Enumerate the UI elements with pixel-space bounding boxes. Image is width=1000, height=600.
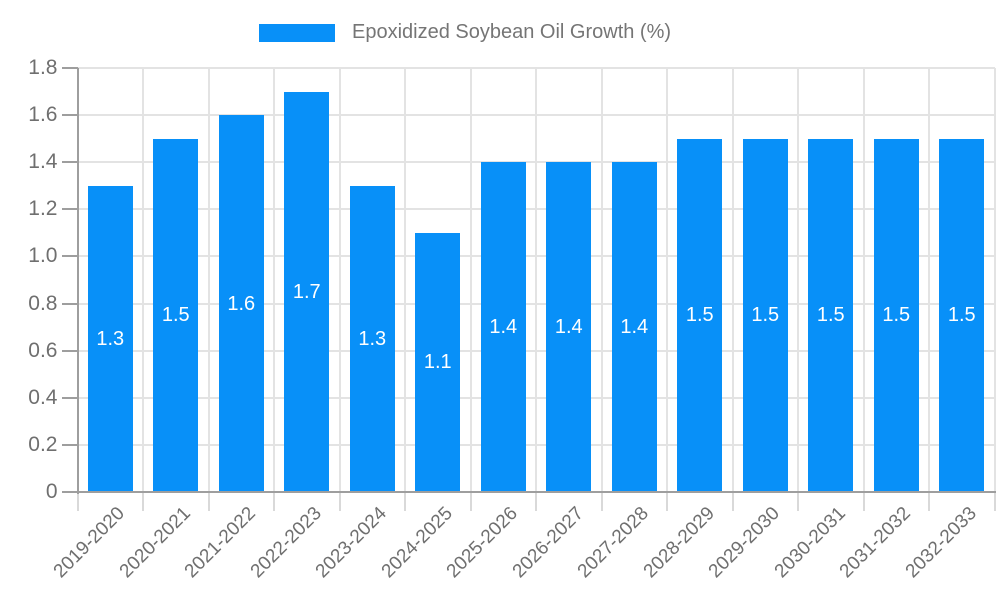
y-tick-label: 1.6 bbox=[28, 103, 58, 127]
bar-value-label: 1.3 bbox=[96, 327, 125, 350]
bar bbox=[873, 138, 919, 492]
y-axis-tick bbox=[61, 396, 78, 399]
x-gridline bbox=[797, 68, 799, 492]
bar-value-label: 1.5 bbox=[816, 304, 845, 327]
y-axis-tick bbox=[61, 161, 78, 164]
x-axis-tick bbox=[535, 493, 537, 511]
bar-value-label: 1.4 bbox=[620, 316, 649, 339]
y-axis-line bbox=[76, 68, 79, 494]
bar-value-label: 1.1 bbox=[423, 351, 452, 374]
x-axis-tick bbox=[207, 493, 210, 511]
y-axis-tick bbox=[61, 208, 78, 211]
bar bbox=[808, 138, 854, 492]
y-tick-label: 1.8 bbox=[28, 56, 58, 79]
x-gridline bbox=[993, 68, 996, 492]
x-axis-tick bbox=[469, 493, 472, 511]
y-tick-label: 0.2 bbox=[28, 432, 58, 456]
bar-value-label: 1.7 bbox=[292, 280, 321, 303]
legend-color-swatch bbox=[259, 24, 335, 42]
bar bbox=[939, 138, 985, 492]
y-tick-label: 1.4 bbox=[28, 150, 58, 174]
legend-label: Epoxidized Soybean Oil Growth (%) bbox=[352, 21, 672, 43]
x-axis-tick bbox=[731, 493, 734, 511]
x-gridline bbox=[862, 68, 865, 492]
x-axis-tick bbox=[76, 493, 79, 511]
y-axis-tick bbox=[61, 302, 78, 305]
x-gridline bbox=[338, 68, 341, 492]
bar-value-label: 1.5 bbox=[882, 304, 911, 327]
bar bbox=[480, 162, 526, 492]
bar bbox=[153, 138, 199, 492]
x-axis-tick bbox=[797, 493, 799, 511]
y-axis-tick bbox=[61, 255, 78, 258]
bar-value-label: 1.4 bbox=[554, 316, 583, 339]
bar bbox=[284, 91, 330, 492]
bar bbox=[349, 185, 395, 492]
y-tick-label: 0.6 bbox=[28, 338, 58, 362]
x-axis-tick bbox=[273, 493, 275, 511]
bar bbox=[742, 138, 788, 492]
bar bbox=[611, 162, 657, 492]
y-axis-tick bbox=[61, 443, 78, 446]
x-gridline bbox=[928, 68, 930, 492]
x-gridline bbox=[469, 68, 472, 492]
bar bbox=[677, 138, 723, 492]
x-axis-tick bbox=[928, 493, 930, 511]
x-gridline bbox=[600, 68, 603, 492]
x-gridline bbox=[273, 68, 275, 492]
x-gridline bbox=[404, 68, 406, 492]
x-axis-tick bbox=[993, 493, 996, 511]
y-tick-label: 0.4 bbox=[28, 385, 58, 409]
bar bbox=[415, 232, 461, 492]
legend: Epoxidized Soybean Oil Growth (%) bbox=[0, 18, 1000, 52]
y-tick-label: 1.0 bbox=[28, 244, 58, 268]
bar-value-label: 1.6 bbox=[227, 292, 256, 315]
bar bbox=[546, 162, 592, 492]
y-axis-tick bbox=[61, 349, 78, 352]
x-gridline bbox=[535, 68, 537, 492]
bar-value-label: 1.5 bbox=[685, 304, 714, 327]
bar bbox=[218, 115, 264, 492]
bar-value-label: 1.4 bbox=[489, 316, 518, 339]
bar bbox=[87, 185, 133, 492]
y-axis-tick bbox=[61, 114, 78, 117]
x-gridline bbox=[731, 68, 734, 492]
x-gridline bbox=[142, 68, 144, 492]
x-gridline bbox=[207, 68, 210, 492]
x-axis-line bbox=[76, 491, 996, 493]
bar-value-label: 1.5 bbox=[947, 304, 976, 327]
y-tick-label: 0 bbox=[45, 480, 58, 503]
bar-value-label: 1.5 bbox=[751, 304, 780, 327]
y-tick-label: 1.2 bbox=[28, 197, 58, 221]
x-axis-tick bbox=[142, 493, 144, 511]
x-axis-tick bbox=[338, 493, 341, 511]
bar-value-label: 1.5 bbox=[161, 304, 190, 327]
x-axis-tick bbox=[600, 493, 603, 511]
x-axis-tick bbox=[404, 493, 406, 511]
y-tick-label: 0.8 bbox=[28, 291, 58, 315]
y-axis-tick bbox=[61, 491, 78, 493]
x-axis-tick bbox=[862, 493, 865, 511]
y-axis-tick bbox=[61, 67, 78, 69]
x-gridline bbox=[666, 68, 668, 492]
x-axis-tick bbox=[666, 493, 668, 511]
bar-value-label: 1.3 bbox=[358, 327, 387, 350]
